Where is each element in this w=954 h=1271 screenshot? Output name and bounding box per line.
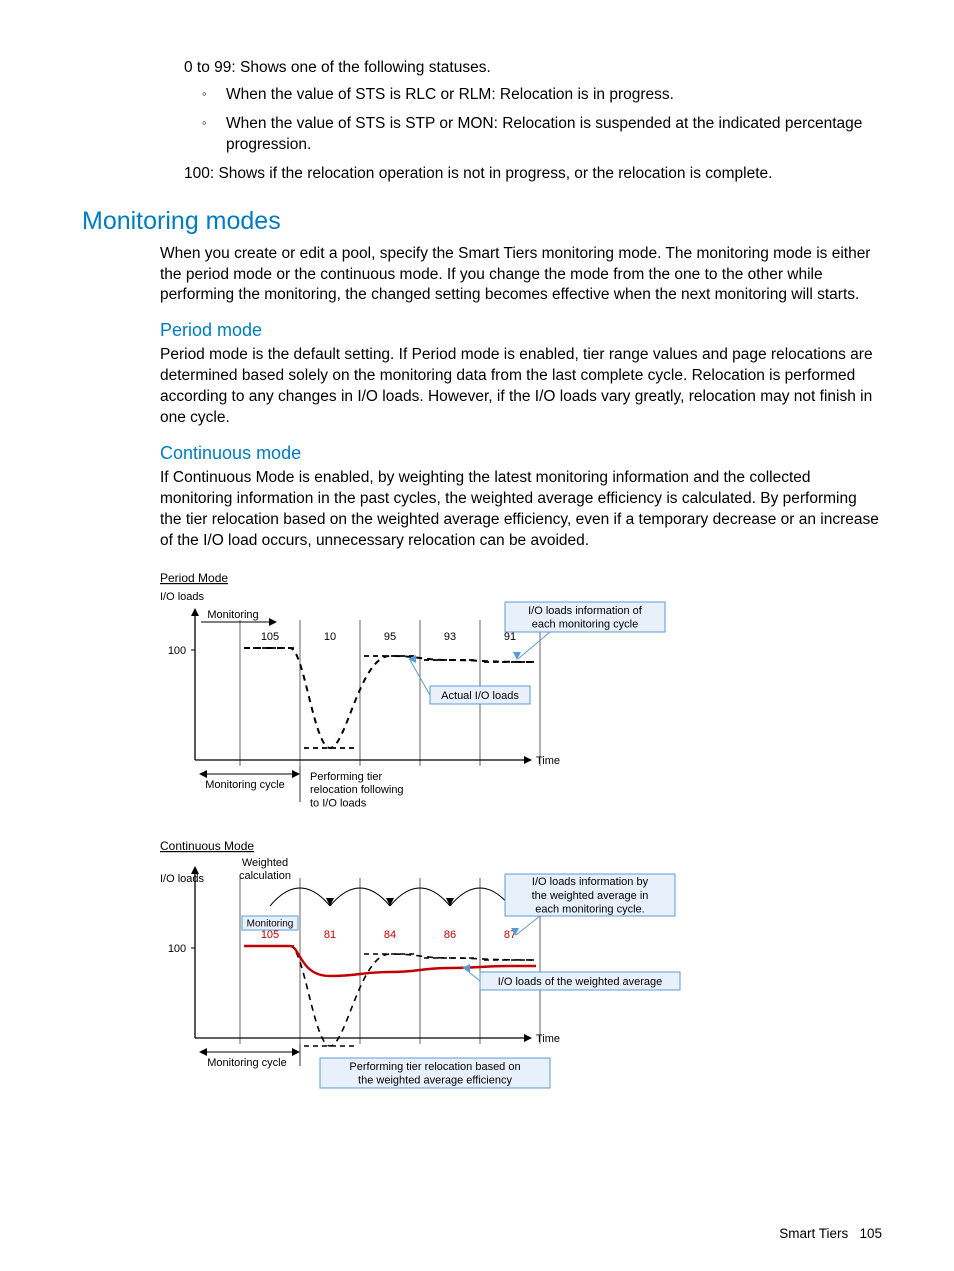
svg-text:Performing tier: Performing tier [310,771,382,783]
bullet-stp-mon: When the value of STS is STP or MON: Rel… [184,114,882,156]
status-100-text: 100: Shows if the relocation operation i… [184,164,882,185]
para-period-mode: Period mode is the default setting. If P… [160,345,882,429]
svg-text:Continuous Mode: Continuous Mode [160,839,254,853]
svg-text:84: 84 [384,929,396,941]
svg-text:Monitoring cycle: Monitoring cycle [207,1057,286,1069]
svg-text:Weighted: Weighted [242,857,288,869]
svg-text:I/O loads information of: I/O loads information of [528,605,643,617]
para-monitoring-modes: When you create or edit a pool, specify … [160,244,882,307]
svg-text:100: 100 [168,645,186,657]
bullet-rlc-rlm: When the value of STS is RLC or RLM: Rel… [184,85,882,106]
heading-continuous-mode: Continuous mode [160,443,882,464]
svg-text:I/O loads of the weighted aver: I/O loads of the weighted average [498,976,663,988]
svg-text:Period Mode: Period Mode [160,571,228,585]
svg-text:the weighted average efficienc: the weighted average efficiency [358,1074,512,1086]
svg-text:Actual I/O loads: Actual I/O loads [441,690,519,702]
svg-text:the weighted average in: the weighted average in [532,890,649,902]
svg-text:relocation following: relocation following [310,784,404,796]
svg-text:Monitoring cycle: Monitoring cycle [205,779,284,791]
svg-text:calculation: calculation [239,870,291,882]
monitoring-diagram: Period ModeI/O loadsTime100Monitoring105… [160,570,882,1105]
svg-text:93: 93 [444,631,456,643]
svg-text:86: 86 [444,929,456,941]
svg-text:each monitoring cycle: each monitoring cycle [532,618,638,630]
footer-page: 105 [859,1226,882,1241]
para-continuous-mode: If Continuous Mode is enabled, by weight… [160,468,882,552]
svg-text:Time: Time [536,755,560,767]
svg-text:Monitoring: Monitoring [207,609,258,621]
svg-text:I/O loads: I/O loads [160,591,205,603]
svg-text:91: 91 [504,631,516,643]
svg-text:to I/O loads: to I/O loads [310,797,367,809]
footer-label: Smart Tiers [779,1226,848,1241]
svg-text:Time: Time [536,1033,560,1045]
svg-text:10: 10 [324,631,336,643]
svg-text:105: 105 [261,929,279,941]
svg-text:95: 95 [384,631,396,643]
svg-text:each monitoring cycle.: each monitoring cycle. [535,903,644,915]
svg-text:100: 100 [168,943,186,955]
heading-period-mode: Period mode [160,320,882,341]
heading-monitoring-modes: Monitoring modes [82,207,882,236]
status-bullets: When the value of STS is RLC or RLM: Rel… [82,85,882,156]
svg-text:I/O loads: I/O loads [160,873,205,885]
svg-text:Performing tier relocation bas: Performing tier relocation based on [349,1061,520,1073]
status-range-text: 0 to 99: Shows one of the following stat… [184,58,882,79]
svg-text:81: 81 [324,929,336,941]
svg-text:105: 105 [261,631,279,643]
svg-text:I/O loads information by: I/O loads information by [532,876,649,888]
page-footer: Smart Tiers 105 [779,1226,882,1241]
svg-text:Monitoring: Monitoring [247,918,294,929]
